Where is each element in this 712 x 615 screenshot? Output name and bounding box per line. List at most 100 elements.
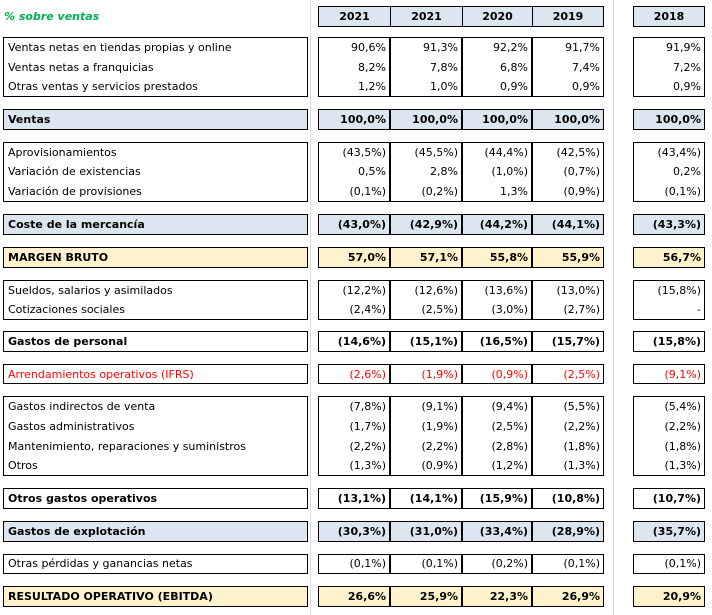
total-label: Otros gastos operativos [3,488,308,510]
value-cell: 1,3% [462,181,532,202]
total-value: (15,1%) [390,331,462,353]
value-cell: 7,8% [390,57,462,77]
value-cell: (2,2%) [318,436,390,457]
value-cell: (43,5%) [318,141,390,162]
value-cell: (12,6%) [390,279,462,300]
total-label: Coste de la mercancía [3,213,308,235]
total-label: Ventas [3,108,308,130]
year-header: 2019 [532,6,604,27]
total-label: Gastos de personal [3,331,308,353]
total-value: (15,8%) [633,331,705,353]
value-cell: 91,7% [532,37,604,57]
value-cell: 2,8% [390,161,462,182]
value-cell: 7,2% [633,57,705,77]
value-cell: 0,2% [633,161,705,182]
value-cell: (43,4%) [633,141,705,162]
value-cell: (7,8%) [318,396,390,417]
value-cell: (1,3%) [318,456,390,477]
row-label: Otros [3,456,308,477]
value-cell: (2,4%) [318,299,390,320]
value-cell: (2,2%) [532,416,604,437]
value-cell: (5,5%) [532,396,604,417]
total-value: 56,7% [633,246,705,268]
value-cell: (1,3%) [633,456,705,477]
value-cell: (45,5%) [390,141,462,162]
value-cell: (2,2%) [390,436,462,457]
value-cell: (0,1%) [633,553,705,574]
value-cell: (13,0%) [532,279,604,300]
year-header: 2020 [462,6,533,27]
total-value: (28,9%) [532,521,604,542]
total-value: 100,0% [318,108,390,130]
total-value: (16,5%) [462,331,532,353]
value-cell: 0,9% [633,77,705,97]
sheet-title: % sobre ventas [4,9,100,23]
total-value: (44,1%) [532,213,604,235]
value-cell: 0,9% [462,77,532,97]
value-cell: 91,9% [633,37,705,57]
row-label: Gastos administrativos [3,416,308,437]
value-cell: - [633,299,705,320]
total-value: (13,1%) [318,488,390,510]
value-cell: (1,8%) [633,436,705,457]
total-value: (44,2%) [462,213,532,235]
total-value: (14,6%) [318,331,390,353]
value-cell: 0,9% [532,77,604,97]
value-cell: (0,9%) [390,456,462,477]
value-cell: (0,1%) [318,553,390,574]
total-value: 26,9% [532,585,604,607]
value-cell: (15,8%) [633,279,705,300]
value-cell: (0,9%) [462,364,532,385]
value-cell: (0,1%) [318,181,390,202]
value-cell: (0,7%) [532,161,604,182]
total-value: (35,7%) [633,521,705,542]
value-cell: (2,5%) [390,299,462,320]
value-cell: (2,7%) [532,299,604,320]
value-cell: (42,5%) [532,141,604,162]
value-cell: 1,0% [390,77,462,97]
total-label: MARGEN BRUTO [3,246,308,268]
value-cell: (12,2%) [318,279,390,300]
total-label: Gastos de explotación [3,521,308,542]
value-cell: (1,0%) [462,161,532,182]
row-label: Otras ventas y servicios prestados [3,77,308,97]
value-cell: (1,3%) [532,456,604,477]
total-value: 26,6% [318,585,390,607]
total-value: (43,0%) [318,213,390,235]
row-label: Sueldos, salarios y asimilados [3,279,308,300]
value-cell: (2,8%) [462,436,532,457]
total-value: 55,8% [462,246,532,268]
total-value: 57,0% [318,246,390,268]
grid-line [613,0,614,615]
row-label: Otras pérdidas y ganancias netas [3,553,308,574]
total-value: (10,7%) [633,488,705,510]
value-cell: (9,1%) [390,396,462,417]
total-value: (15,7%) [532,331,604,353]
total-value: (31,0%) [390,521,462,542]
value-cell: (9,1%) [633,364,705,385]
grid-line [310,0,311,615]
value-cell: (0,1%) [532,553,604,574]
total-value: (33,4%) [462,521,532,542]
value-cell: 1,2% [318,77,390,97]
value-cell: (1,7%) [318,416,390,437]
total-value: (15,9%) [462,488,532,510]
year-header: 2021 [390,6,463,27]
total-value: 100,0% [633,108,705,130]
value-cell: (13,6%) [462,279,532,300]
total-value: (14,1%) [390,488,462,510]
value-cell: (2,2%) [633,416,705,437]
row-label: Variación de provisiones [3,181,308,202]
total-value: (30,3%) [318,521,390,542]
total-label: RESULTADO OPERATIVO (EBITDA) [3,585,308,607]
value-cell: (0,9%) [532,181,604,202]
total-value: (10,8%) [532,488,604,510]
total-value: 22,3% [462,585,532,607]
value-cell: 8,2% [318,57,390,77]
total-value: 100,0% [462,108,532,130]
value-cell: (0,1%) [633,181,705,202]
row-label: Ventas netas a franquicias [3,57,308,77]
value-cell: 90,6% [318,37,390,57]
value-cell: (1,2%) [462,456,532,477]
value-cell: (1,9%) [390,364,462,385]
